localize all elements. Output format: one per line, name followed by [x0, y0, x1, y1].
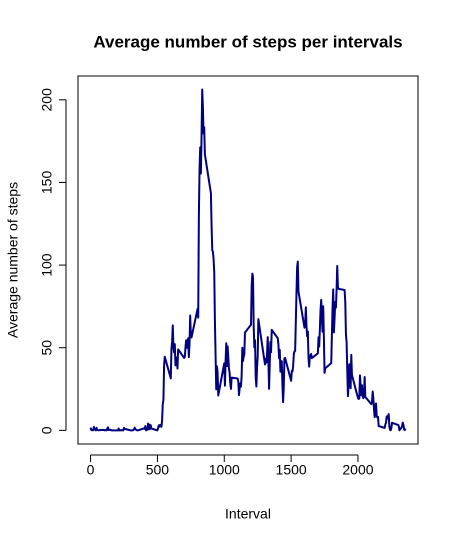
x-axis-label: Interval — [225, 506, 271, 522]
y-tick-label: 0 — [39, 426, 55, 434]
line-series — [89, 88, 407, 432]
y-tick-label: 200 — [39, 88, 55, 112]
x-tick-label: 0 — [87, 462, 95, 478]
chart-title: Average number of steps per intervals — [93, 32, 402, 51]
y-tick-label: 50 — [39, 340, 55, 356]
x-tick-label: 500 — [146, 462, 170, 478]
plot-box — [77, 75, 419, 445]
x-tick-label: 1000 — [209, 462, 240, 478]
y-tick-label: 150 — [39, 171, 55, 195]
x-tick-label: 1500 — [276, 462, 307, 478]
y-axis-label: Average number of steps — [5, 182, 21, 338]
x-tick-label: 2000 — [342, 462, 373, 478]
y-tick-label: 100 — [39, 253, 55, 277]
